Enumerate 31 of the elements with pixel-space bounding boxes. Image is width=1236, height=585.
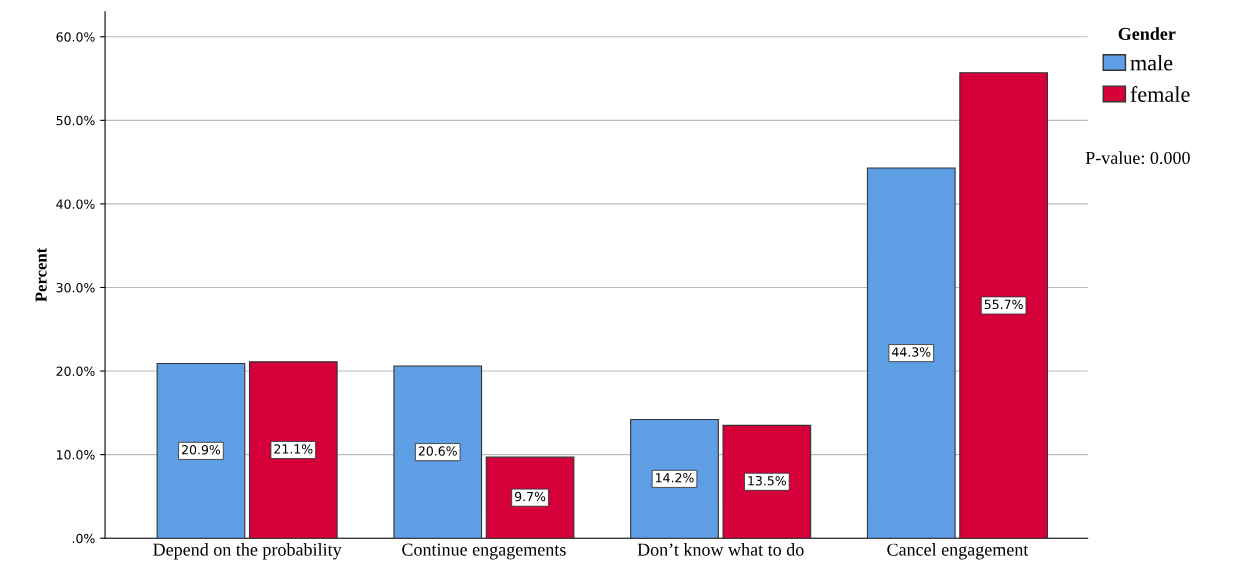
y-axis-title: Percent [35, 247, 47, 302]
y-tick-label: 10.0% [57, 450, 95, 460]
legend-title: Gender [1118, 27, 1176, 40]
y-tick-label: 30.0% [56, 282, 95, 293]
bar [248, 361, 338, 539]
data-label: 21.1% [274, 444, 313, 454]
data-label: 20.6% [418, 446, 457, 456]
bar [722, 424, 812, 539]
y-tick-label: .0% [72, 533, 95, 544]
data-label: 20.9% [182, 445, 221, 455]
y-tick-label: 40.0% [56, 199, 95, 209]
data-label: 13.5% [748, 475, 787, 486]
data-label: 14.2% [656, 473, 694, 483]
bar [866, 167, 956, 539]
bar [393, 365, 483, 539]
data-label: 9.7% [514, 491, 546, 502]
legend-label: male [1130, 54, 1173, 71]
x-tick-label: Depend on the probability [153, 543, 342, 560]
data-label: 44.3% [892, 347, 931, 357]
x-tick-label: Cancel engagement [887, 543, 1029, 560]
y-tick-label: 50.0% [56, 115, 95, 126]
y-tick-label: 60.0% [56, 32, 95, 42]
x-tick-label: Continue engagements [402, 543, 566, 560]
y-tick-label: 20.0% [56, 366, 95, 376]
annotation: P-value: 0.000 [1085, 151, 1190, 165]
data-label: 55.7% [984, 299, 1023, 310]
bar [630, 418, 719, 539]
bar [156, 362, 246, 539]
legend-label: female [1130, 86, 1190, 102]
bar [959, 72, 1048, 539]
x-tick-label: Don’t know what to do [637, 543, 804, 556]
